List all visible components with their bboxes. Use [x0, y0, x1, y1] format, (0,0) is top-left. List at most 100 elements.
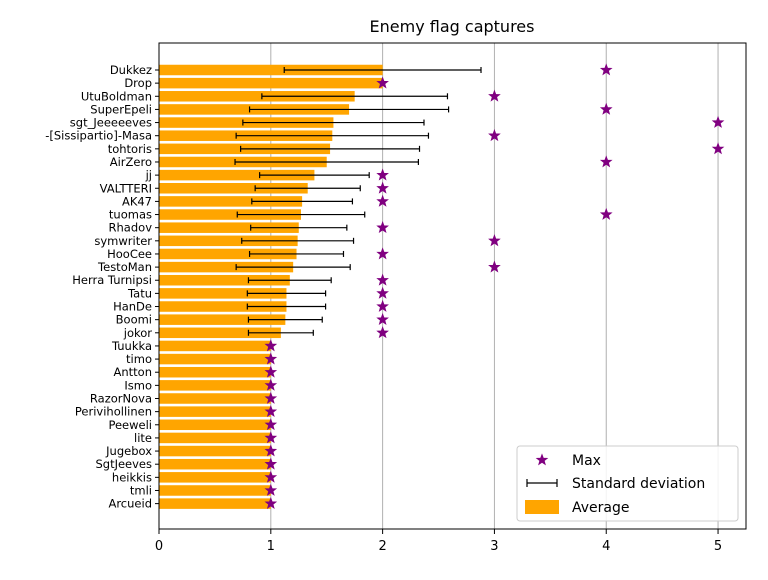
bar [159, 353, 271, 365]
bar [159, 458, 271, 470]
bar [159, 248, 297, 260]
y-tick-label: RazorNova [90, 392, 152, 406]
y-tick-label: symwriter [94, 234, 152, 248]
max-marker [711, 142, 725, 155]
max-marker [264, 378, 278, 391]
max-marker [599, 207, 613, 220]
y-tick-label: Peeweli [108, 418, 152, 432]
y-tick-label: tmli [130, 483, 152, 497]
y-tick-label: timo [126, 352, 152, 366]
y-tick-label: Boomi [116, 313, 152, 327]
y-tick-label: HanDe [113, 300, 152, 314]
bar [159, 301, 287, 312]
legend-box [516, 445, 739, 522]
max-marker [376, 194, 389, 207]
bar [159, 419, 271, 431]
max-marker [264, 339, 278, 352]
y-tick-label: Jugebox [105, 444, 152, 458]
bar [159, 314, 286, 325]
max-marker [376, 299, 389, 312]
x-tick-label: 1 [267, 539, 275, 554]
x-tick-label: 0 [155, 539, 163, 554]
max-marker [264, 391, 278, 404]
bar [159, 169, 315, 181]
y-tick-label: Dukkez [110, 63, 152, 77]
max-marker [264, 496, 278, 509]
y-tick-label: tohtoris [108, 142, 152, 156]
bar [159, 183, 308, 194]
max-marker [711, 115, 725, 128]
y-tick-label: Tatu [127, 286, 152, 300]
y-tick-label: SgtJeeves [95, 457, 152, 471]
x-tick-label: 2 [378, 539, 386, 554]
bar [159, 196, 303, 207]
bar [159, 274, 290, 286]
max-marker [264, 352, 278, 365]
plot-frame [158, 42, 747, 530]
y-tick-label: Drop [124, 76, 152, 90]
bar [159, 472, 271, 483]
bar [159, 77, 383, 89]
y-tick-label: AirZero [110, 155, 152, 169]
y-tick-label: AK47 [122, 194, 152, 208]
max-marker [264, 444, 278, 457]
y-tick-label: SuperEpeli [90, 102, 152, 116]
max-marker [488, 234, 501, 247]
bar [159, 366, 271, 378]
max-marker [264, 404, 278, 418]
legend: Max Standard deviation Average [516, 445, 739, 522]
bar [159, 498, 271, 509]
max-marker [376, 221, 389, 234]
bar [159, 327, 281, 339]
y-tick-label: Rhadov [109, 221, 153, 235]
max-marker [376, 247, 389, 260]
bar [159, 288, 287, 299]
bar [159, 406, 271, 417]
bar [159, 261, 294, 273]
chart-title: Enemy flag captures [370, 17, 535, 36]
y-tick-label: TestoMan [97, 260, 152, 274]
y-tick-label: Herra Turnipsi [72, 273, 152, 287]
bar [159, 485, 271, 496]
max-marker [264, 470, 278, 483]
max-marker [376, 313, 389, 326]
max-marker [599, 63, 613, 76]
y-tick-label: Tuukka [111, 339, 152, 353]
max-marker [376, 286, 389, 299]
y-tick-label: heikkis [112, 470, 152, 484]
y-tick-label: sgt_Jeeeeeves [70, 116, 152, 130]
max-marker [599, 155, 613, 168]
y-tick-label: HooCee [107, 247, 152, 261]
max-marker [264, 483, 278, 496]
bar [159, 445, 271, 457]
bar [159, 91, 355, 102]
legend-label: Average [572, 500, 630, 516]
y-tick-label: VALTTERI [100, 181, 152, 195]
y-tick-label: UtuBoldman [81, 89, 152, 103]
bar-layer [159, 64, 383, 509]
legend-max-marker [535, 453, 549, 466]
legend-label: Max [572, 453, 601, 469]
y-tick-label: Arcueid [108, 497, 152, 511]
legend-label: Standard deviation [572, 476, 705, 492]
x-tick-layer: 0 1 2 3 4 5 [155, 529, 722, 554]
bar [159, 209, 301, 220]
y-tick-label: Antton [114, 365, 153, 379]
y-tick-label: tuomas [109, 208, 152, 222]
bar [159, 235, 298, 247]
bar [159, 380, 271, 391]
y-tick-layer: DukkezDropUtuBoldmanSuperEpelisgt_Jeeeee… [45, 63, 159, 511]
y-tick-label: lite [134, 431, 152, 445]
max-marker-layer [264, 63, 725, 509]
y-tick-label: jj [145, 168, 152, 182]
x-tick-label: 3 [490, 539, 498, 554]
max-marker [376, 76, 389, 89]
max-marker [376, 168, 389, 181]
y-tick-label: Ismo [124, 378, 152, 392]
max-marker [376, 326, 389, 339]
y-tick-label: -[Sissipartio]-Masa [45, 129, 152, 143]
max-marker [376, 273, 389, 286]
bar [159, 340, 271, 352]
max-marker [488, 89, 501, 102]
